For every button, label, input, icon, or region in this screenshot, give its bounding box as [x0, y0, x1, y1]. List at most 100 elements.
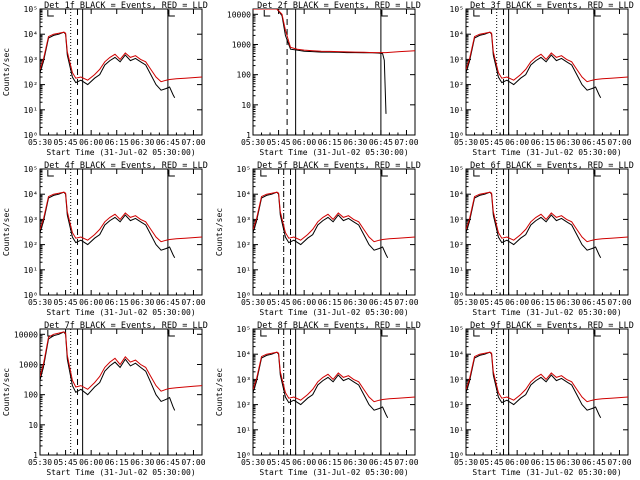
x-tick-label: 05:45	[267, 298, 291, 307]
y-tick-label: 10²	[450, 401, 464, 410]
chart-svg: Det 4f BLACK = Events, RED = LLD 10⁰ 10¹ 10…	[2, 161, 208, 317]
chart-panel-4: Det 4f BLACK = Events, RED = LLD 10⁰ 10¹ 10…	[0, 160, 213, 320]
x-tick-label: 05:30	[28, 458, 52, 467]
y-tick-label: 10⁵	[237, 325, 251, 334]
x-tick-label: 06:15	[531, 458, 555, 467]
series-line-lld	[466, 31, 628, 83]
x-tick-label: 05:45	[54, 138, 78, 147]
x-tick-label: 06:30	[343, 138, 367, 147]
y-tick-label: 10²	[24, 241, 38, 250]
series-line-events	[40, 31, 176, 99]
series-line-events	[466, 351, 602, 419]
x-tick-label: 06:15	[318, 458, 342, 467]
series-line-lld	[40, 31, 202, 83]
y-axis-label: Counts/sec	[215, 208, 224, 256]
x-axis-label: Start Time (31-Jul-02 05:30:00)	[472, 148, 621, 157]
chart-title: Det 6f BLACK = Events, RED = LLD	[470, 161, 634, 171]
x-tick-label: 05:30	[454, 458, 478, 467]
chart-svg: Det 6f BLACK = Events, RED = LLD 10⁰ 10¹ 10…	[450, 161, 634, 317]
interval-flag	[473, 170, 480, 177]
x-tick-label: 06:30	[343, 298, 367, 307]
plot-frame	[465, 8, 629, 136]
interval-flag	[381, 10, 388, 17]
x-tick-label: 06:45	[369, 138, 393, 147]
x-tick-label: 06:15	[318, 298, 342, 307]
series-line-events	[253, 351, 389, 419]
x-tick-label: 07:00	[181, 458, 205, 467]
x-tick-label: 06:45	[369, 298, 393, 307]
chart-svg: Det 5f BLACK = Events, RED = LLD 10⁰ 10¹ 10…	[215, 161, 421, 317]
x-axis-label: Start Time (31-Jul-02 05:30:00)	[259, 468, 408, 477]
y-tick-label: 10⁴	[450, 190, 464, 199]
series-line-lld	[40, 331, 202, 392]
chart-panel-2: Det 2f BLACK = Events, RED = LLD 1 10 100 10…	[213, 0, 426, 160]
x-tick-label: 07:00	[181, 298, 205, 307]
interval-flag	[263, 10, 271, 17]
x-tick-label: 05:30	[454, 298, 478, 307]
interval-flag	[47, 330, 54, 337]
series-line-lld	[253, 191, 415, 243]
interval-flag	[168, 10, 175, 17]
x-tick-label: 05:30	[28, 138, 52, 147]
x-tick-label: 06:15	[105, 298, 129, 307]
series-line-lld	[253, 351, 415, 403]
x-tick-label: 05:30	[454, 138, 478, 147]
y-tick-label: 10	[241, 101, 251, 110]
x-tick-label: 05:30	[28, 298, 52, 307]
chart-panel-8: Det 8f BLACK = Events, RED = LLD 10⁰ 10¹ 10…	[213, 320, 426, 480]
x-tick-label: 05:30	[241, 458, 265, 467]
plot-frame	[252, 168, 416, 296]
y-axis-label: Counts/sec	[215, 368, 224, 416]
x-tick-label: 06:15	[105, 138, 129, 147]
series-line-events	[466, 31, 602, 99]
interval-flag	[594, 170, 601, 177]
y-tick-label: 10¹	[450, 106, 464, 115]
plot-frame	[465, 168, 629, 296]
y-axis-label: Counts/sec	[2, 48, 11, 96]
x-tick-label: 07:00	[394, 458, 418, 467]
chart-panel-1: Det 1f BLACK = Events, RED = LLD 10⁰ 10¹ 10…	[0, 0, 213, 160]
plot-frame	[252, 328, 416, 456]
x-tick-label: 06:30	[130, 458, 154, 467]
x-tick-label: 06:30	[130, 298, 154, 307]
x-axis-label: Start Time (31-Jul-02 05:30:00)	[46, 308, 195, 317]
chart-panel-3: Det 3f BLACK = Events, RED = LLD 10⁰ 10¹ 10…	[426, 0, 639, 160]
x-tick-label: 06:00	[79, 458, 103, 467]
chart-svg: Det 1f BLACK = Events, RED = LLD 10⁰ 10¹ 10…	[2, 1, 208, 157]
chart-title: Det 4f BLACK = Events, RED = LLD	[44, 161, 208, 171]
interval-flag	[47, 10, 54, 17]
interval-flag	[168, 170, 175, 177]
x-tick-label: 06:00	[505, 458, 529, 467]
interval-flag	[47, 170, 54, 177]
x-axis-label: Start Time (31-Jul-02 05:30:00)	[259, 308, 408, 317]
y-tick-label: 1000	[19, 360, 38, 369]
interval-flag	[594, 10, 601, 17]
y-tick-label: 1	[246, 131, 251, 140]
x-axis-label: Start Time (31-Jul-02 05:30:00)	[259, 148, 408, 157]
x-tick-label: 06:45	[582, 138, 606, 147]
y-tick-label: 10³	[24, 215, 38, 224]
y-tick-label: 10⁴	[237, 190, 251, 199]
x-tick-label: 05:45	[480, 138, 504, 147]
y-tick-label: 10²	[237, 241, 251, 250]
series-line-events	[40, 191, 176, 259]
x-tick-label: 06:30	[556, 458, 580, 467]
chart-title: Det 2f BLACK = Events, RED = LLD	[257, 1, 421, 11]
y-tick-label: 10²	[237, 401, 251, 410]
x-tick-label: 06:45	[582, 298, 606, 307]
y-tick-label: 10¹	[237, 266, 251, 275]
x-tick-label: 06:00	[292, 138, 316, 147]
chart-svg: Det 7f BLACK = Events, RED = LLD 1 10 100 10…	[2, 321, 208, 477]
y-tick-label: 10⁵	[450, 325, 464, 334]
x-tick-label: 07:00	[607, 458, 631, 467]
x-tick-label: 06:15	[531, 138, 555, 147]
chart-title: Det 9f BLACK = Events, RED = LLD	[470, 321, 634, 331]
series-line-events	[40, 331, 176, 411]
x-tick-label: 06:45	[369, 458, 393, 467]
plot-frame	[39, 168, 203, 296]
series-line-lld	[40, 191, 202, 243]
series-line-lld	[466, 351, 628, 403]
chart-title: Det 8f BLACK = Events, RED = LLD	[257, 321, 421, 331]
series-line-lld	[466, 191, 628, 243]
